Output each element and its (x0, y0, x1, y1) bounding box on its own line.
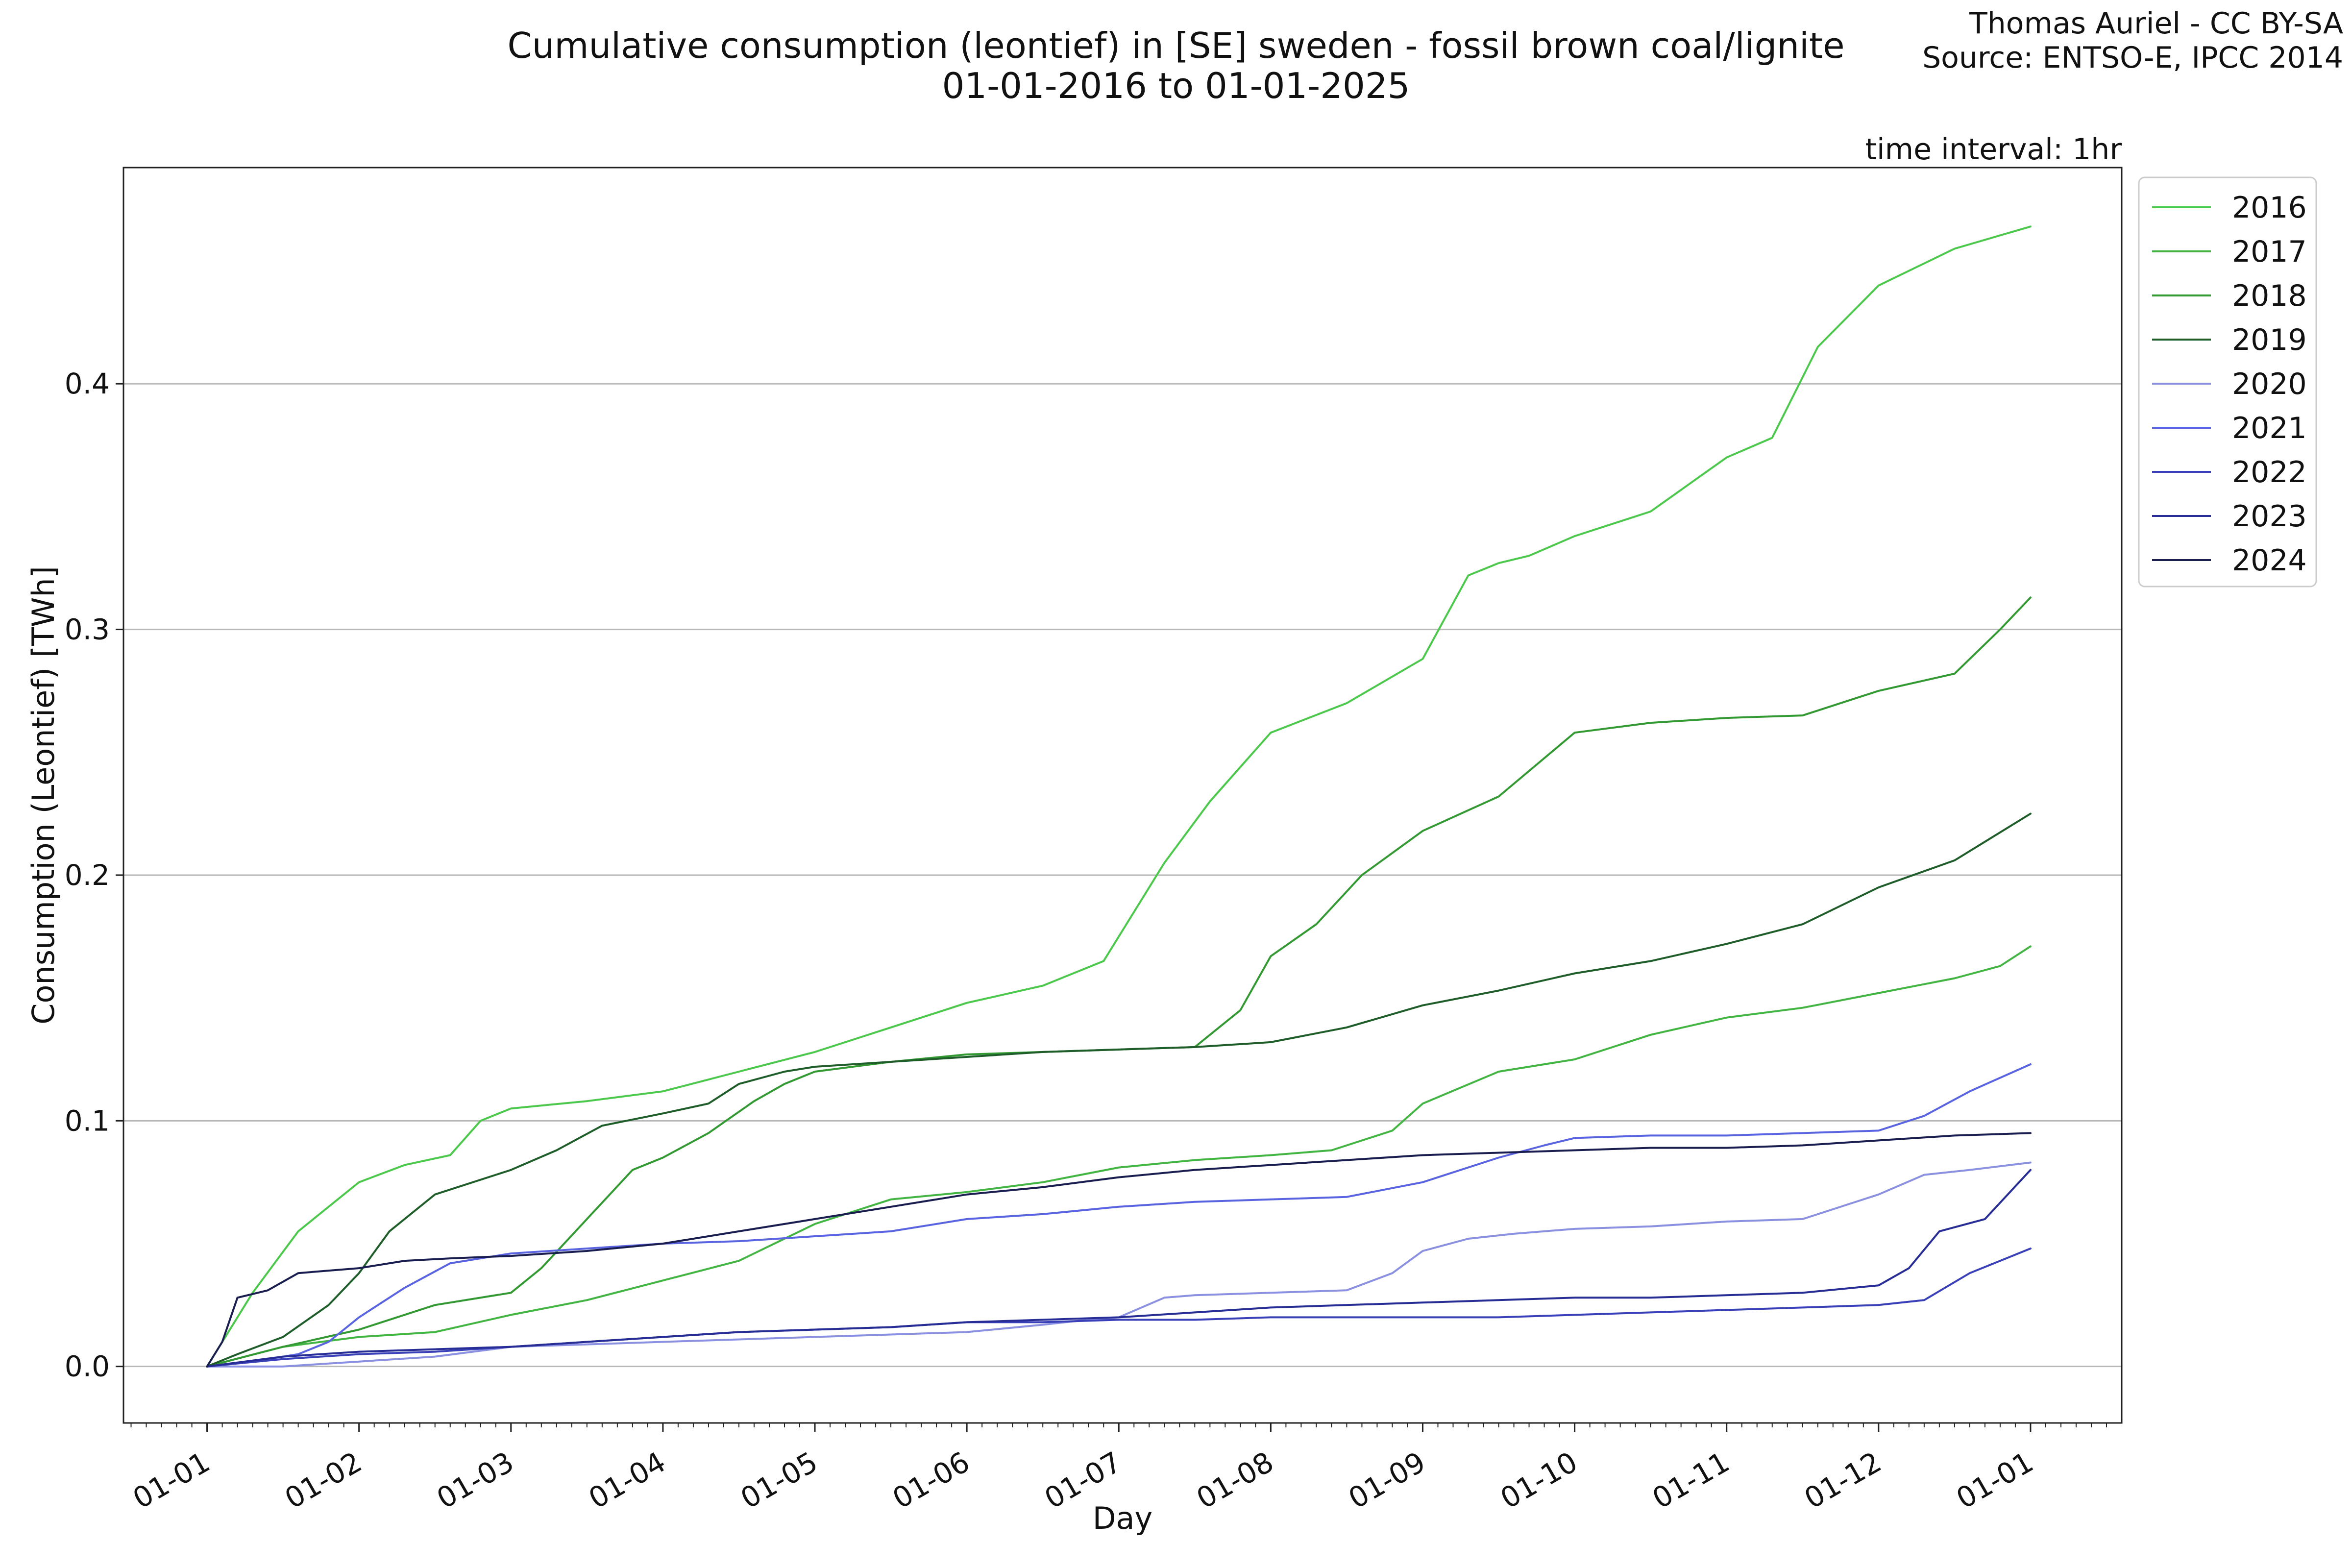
legend-label-2022: 2022 (2232, 455, 2307, 490)
credit-author: Thomas Auriel - CC BY-SA (1969, 6, 2343, 41)
legend-label-2019: 2019 (2232, 323, 2307, 357)
y-tick-label: 0.3 (65, 613, 110, 646)
x-axis-label: Day (1093, 1500, 1152, 1536)
chart-subtitle: 01-01-2016 to 01-01-2025 (942, 65, 1410, 106)
series-lines (206, 225, 2032, 1368)
legend-label-2024: 2024 (2232, 543, 2307, 578)
legend-box (2138, 176, 2317, 588)
plot-frame (122, 167, 2123, 1424)
series-line-2016 (206, 225, 2032, 1368)
series-line-2023 (206, 1169, 2032, 1368)
legend-label-2016: 2016 (2232, 191, 2307, 225)
legend-label-2018: 2018 (2232, 279, 2307, 313)
series-line-2021 (206, 1063, 2032, 1368)
legend-label-2017: 2017 (2232, 235, 2307, 269)
y-tick-label: 0.4 (65, 367, 110, 400)
legend-label-2023: 2023 (2232, 499, 2307, 534)
series-line-2024 (206, 1132, 2032, 1368)
series-line-2020 (206, 1161, 2032, 1368)
y-tick-label: 0.1 (65, 1104, 110, 1137)
y-tick-label: 0.0 (65, 1350, 110, 1383)
legend-label-2020: 2020 (2232, 367, 2307, 401)
y-gridlines (123, 383, 2122, 1368)
y-tick-label: 0.2 (65, 858, 110, 892)
legend: 2016 2017 2018 2019 2020 2021 2022 2023 2024 (2138, 176, 2317, 588)
time-interval-note: time interval: 1hr (1865, 132, 2122, 167)
series-line-2019 (206, 812, 2032, 1368)
credit-source: Source: ENTSO-E, IPCC 2014 (1922, 41, 2343, 75)
chart-title: Cumulative consumption (leontief) in [SE… (507, 25, 1844, 66)
y-axis-label: Consumption (Leontief) [TWh] (25, 566, 61, 1025)
legend-label-2021: 2021 (2232, 411, 2307, 445)
y-axis-ticks: 0.0 0.1 0.2 0.3 0.4 (65, 367, 123, 1383)
series-line-2017 (206, 945, 2032, 1368)
